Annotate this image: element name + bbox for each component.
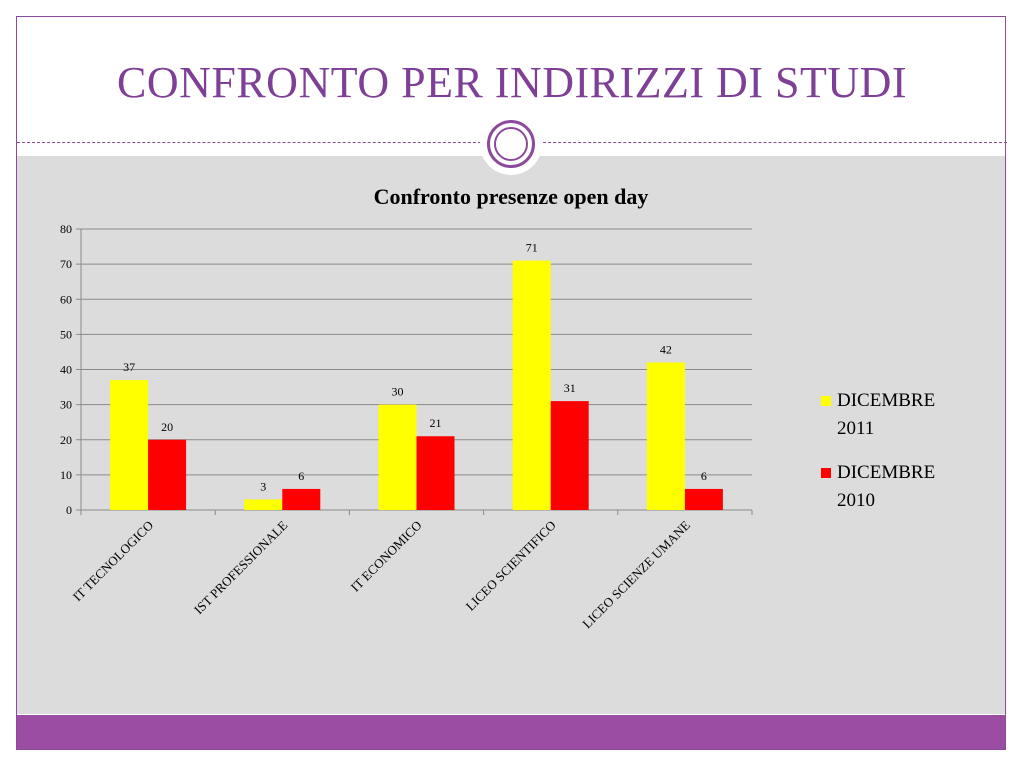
bar xyxy=(378,404,417,510)
data-label: 71 xyxy=(526,241,538,255)
footer-band xyxy=(17,715,1005,749)
y-tick-label: 20 xyxy=(60,433,72,447)
data-label: 30 xyxy=(392,385,404,399)
bar xyxy=(416,436,455,510)
legend: DICEMBRE 2011 DICEMBRE 2010 xyxy=(821,390,935,511)
bar xyxy=(110,380,149,510)
legend-swatch xyxy=(821,396,831,406)
y-tick-label: 10 xyxy=(60,468,72,482)
bar xyxy=(550,401,589,510)
chart-title: Confronto presenze open day xyxy=(374,184,649,209)
bar-chart: Confronto presenze open day 0 10 20 30 40 50 6… xyxy=(60,184,935,631)
data-label: 20 xyxy=(161,420,173,434)
y-tick-label: 40 xyxy=(60,363,72,377)
bar xyxy=(646,362,685,510)
y-tick-label: 30 xyxy=(60,398,72,412)
data-label: 6 xyxy=(701,469,707,483)
bars-layer xyxy=(110,260,723,510)
y-tick-label: 0 xyxy=(66,503,72,517)
grid-layer xyxy=(76,228,753,515)
category-label: IST PROFESSIONALE xyxy=(191,517,291,617)
data-label: 21 xyxy=(430,416,442,430)
data-label: 37 xyxy=(123,360,135,374)
data-label: 6 xyxy=(298,469,304,483)
category-label: IT ECONOMICO xyxy=(348,518,425,595)
chart-panel: Confronto presenze open day 0 10 20 30 40 50 6… xyxy=(17,156,1005,714)
bar xyxy=(148,439,187,510)
y-tick-label: 70 xyxy=(60,257,72,271)
category-label: LICEO SCIENTIFICO xyxy=(463,518,559,614)
bar xyxy=(244,499,283,510)
bar xyxy=(684,488,723,510)
y-tick-label: 60 xyxy=(60,292,72,306)
category-label: IT TECNOLOGICO xyxy=(70,518,157,605)
data-label: 31 xyxy=(564,381,576,395)
category-label: LICEO SCIENZE UMANE xyxy=(579,517,693,631)
bar xyxy=(512,260,551,510)
y-tick-label: 50 xyxy=(60,327,72,341)
slide: CONFRONTO PER INDIRIZZI DI STUDI Confron… xyxy=(16,16,1007,750)
data-label: 3 xyxy=(260,479,266,493)
legend-label: DICEMBRE 2011 xyxy=(837,390,935,439)
y-tick-label: 80 xyxy=(60,222,72,236)
legend-label: DICEMBRE 2010 xyxy=(837,462,935,511)
legend-swatch xyxy=(821,468,831,478)
slide-title: CONFRONTO PER INDIRIZZI DI STUDI xyxy=(116,58,908,107)
bar xyxy=(282,488,321,510)
data-label: 42 xyxy=(660,342,672,356)
circle-ornament-icon xyxy=(480,113,542,175)
